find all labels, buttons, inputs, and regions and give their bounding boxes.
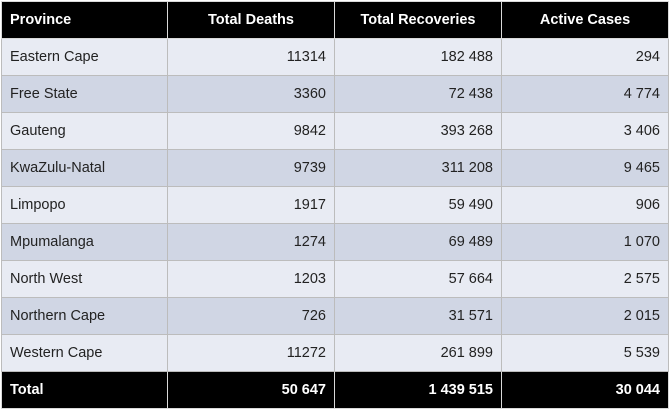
table-row: Western Cape 11272 261 899 5 539: [1, 334, 669, 372]
cell-total-deaths: 9739: [167, 149, 335, 187]
cell-total-recoveries: 57 664: [334, 260, 502, 298]
header-total-recoveries: Total Recoveries: [334, 1, 502, 39]
cell-province: Gauteng: [1, 112, 168, 150]
cell-active-cases: 906: [501, 186, 669, 224]
cell-total-deaths: 1274: [167, 223, 335, 261]
table-body: Eastern Cape 11314 182 488 294 Free Stat…: [1, 38, 669, 372]
cell-province: Eastern Cape: [1, 38, 168, 76]
table-row: Northern Cape 726 31 571 2 015: [1, 297, 669, 335]
cell-active-cases: 2 015: [501, 297, 669, 335]
header-province: Province: [1, 1, 168, 39]
cell-total-deaths: 1917: [167, 186, 335, 224]
total-label: Total: [1, 371, 168, 409]
cell-province: Free State: [1, 75, 168, 113]
cell-total-deaths: 3360: [167, 75, 335, 113]
cell-province: KwaZulu-Natal: [1, 149, 168, 187]
table-row: Mpumalanga 1274 69 489 1 070: [1, 223, 669, 261]
table-row: Limpopo 1917 59 490 906: [1, 186, 669, 224]
cell-total-recoveries: 182 488: [334, 38, 502, 76]
total-row: Total 50 647 1 439 515 30 044: [1, 371, 669, 409]
cell-province: Mpumalanga: [1, 223, 168, 261]
cell-total-deaths: 1203: [167, 260, 335, 298]
cell-province: North West: [1, 260, 168, 298]
cell-total-recoveries: 72 438: [334, 75, 502, 113]
table-row: North West 1203 57 664 2 575: [1, 260, 669, 298]
total-active-cases: 30 044: [501, 371, 669, 409]
cell-province: Northern Cape: [1, 297, 168, 335]
cell-total-deaths: 11314: [167, 38, 335, 76]
cell-total-recoveries: 69 489: [334, 223, 502, 261]
cell-active-cases: 4 774: [501, 75, 669, 113]
cell-active-cases: 2 575: [501, 260, 669, 298]
cell-active-cases: 9 465: [501, 149, 669, 187]
header-active-cases: Active Cases: [501, 1, 669, 39]
table-row: Gauteng 9842 393 268 3 406: [1, 112, 669, 150]
cell-total-recoveries: 393 268: [334, 112, 502, 150]
total-deaths: 50 647: [167, 371, 335, 409]
cell-province: Western Cape: [1, 334, 168, 372]
cell-total-deaths: 9842: [167, 112, 335, 150]
cell-total-deaths: 11272: [167, 334, 335, 372]
table-row: Free State 3360 72 438 4 774: [1, 75, 669, 113]
total-recoveries: 1 439 515: [334, 371, 502, 409]
cell-active-cases: 1 070: [501, 223, 669, 261]
table-row: Eastern Cape 11314 182 488 294: [1, 38, 669, 76]
cell-total-recoveries: 31 571: [334, 297, 502, 335]
table-row: KwaZulu-Natal 9739 311 208 9 465: [1, 149, 669, 187]
table-header: Province Total Deaths Total Recoveries A…: [1, 1, 669, 39]
header-total-deaths: Total Deaths: [167, 1, 335, 39]
cell-active-cases: 3 406: [501, 112, 669, 150]
cell-province: Limpopo: [1, 186, 168, 224]
cell-total-deaths: 726: [167, 297, 335, 335]
cell-active-cases: 294: [501, 38, 669, 76]
cell-total-recoveries: 261 899: [334, 334, 502, 372]
cell-active-cases: 5 539: [501, 334, 669, 372]
table-footer: Total 50 647 1 439 515 30 044: [1, 371, 669, 409]
header-row: Province Total Deaths Total Recoveries A…: [1, 1, 669, 39]
cell-total-recoveries: 311 208: [334, 149, 502, 187]
cell-total-recoveries: 59 490: [334, 186, 502, 224]
